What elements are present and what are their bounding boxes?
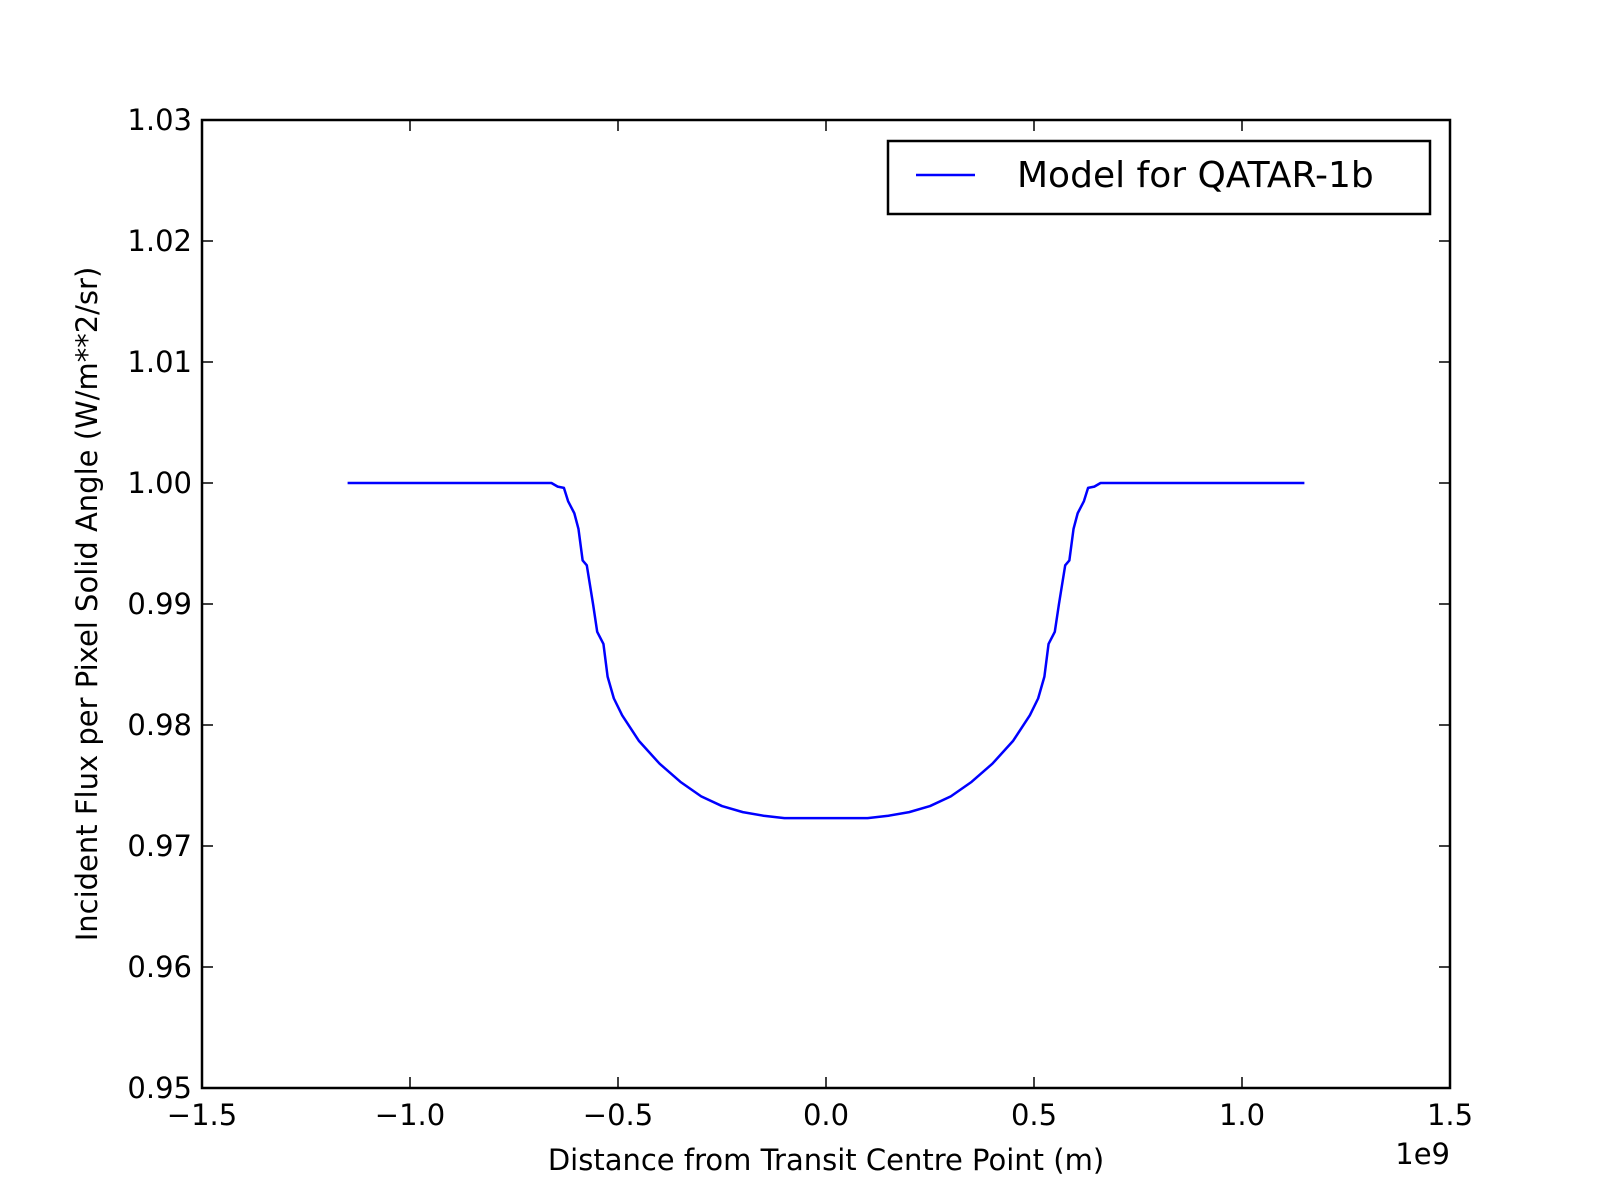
x-tick-label: 1.0: [1219, 1098, 1265, 1132]
y-tick-label: 1.03: [127, 103, 192, 137]
x-tick-label: 0.0: [803, 1098, 849, 1132]
y-tick-label: 1.00: [127, 466, 192, 500]
series-line-0: [347, 481, 1305, 820]
x-tick-label: 0.5: [1011, 1098, 1057, 1132]
x-tick-label: 1.5: [1427, 1098, 1473, 1132]
x-axis-offset-text: 1e9: [1395, 1137, 1450, 1171]
plot-area-frame: [200, 118, 1452, 1090]
y-tick-label: 0.97: [127, 829, 192, 863]
y-tick-label: 0.96: [127, 950, 192, 984]
x-tick-label: −0.5: [583, 1098, 653, 1132]
ticks-layer: −1.5 −1.0 −0.5 0.0 0.5 1.0 1.5 0.95 0.96 0.97 0.98…: [127, 103, 1473, 1132]
y-tick-label: 0.98: [127, 708, 192, 742]
legend: Model for QATAR-1b: [886, 139, 1432, 216]
y-axis-label: Incident Flux per Pixel Solid Angle (W/m…: [70, 267, 104, 942]
y-tick-label: 1.01: [127, 345, 192, 379]
series-layer: [347, 481, 1305, 820]
legend-box: [886, 139, 1432, 216]
x-tick-label: −1.5: [167, 1098, 237, 1132]
y-tick-label: 0.95: [127, 1071, 192, 1105]
legend-entry-model-qatar-1b: Model for QATAR-1b: [1017, 155, 1374, 196]
y-tick-label: 1.02: [127, 224, 192, 258]
x-tick-label: −1.0: [375, 1098, 445, 1132]
y-tick-label: 0.99: [127, 587, 192, 621]
x-axis-label: Distance from Transit Centre Point (m): [548, 1143, 1104, 1177]
